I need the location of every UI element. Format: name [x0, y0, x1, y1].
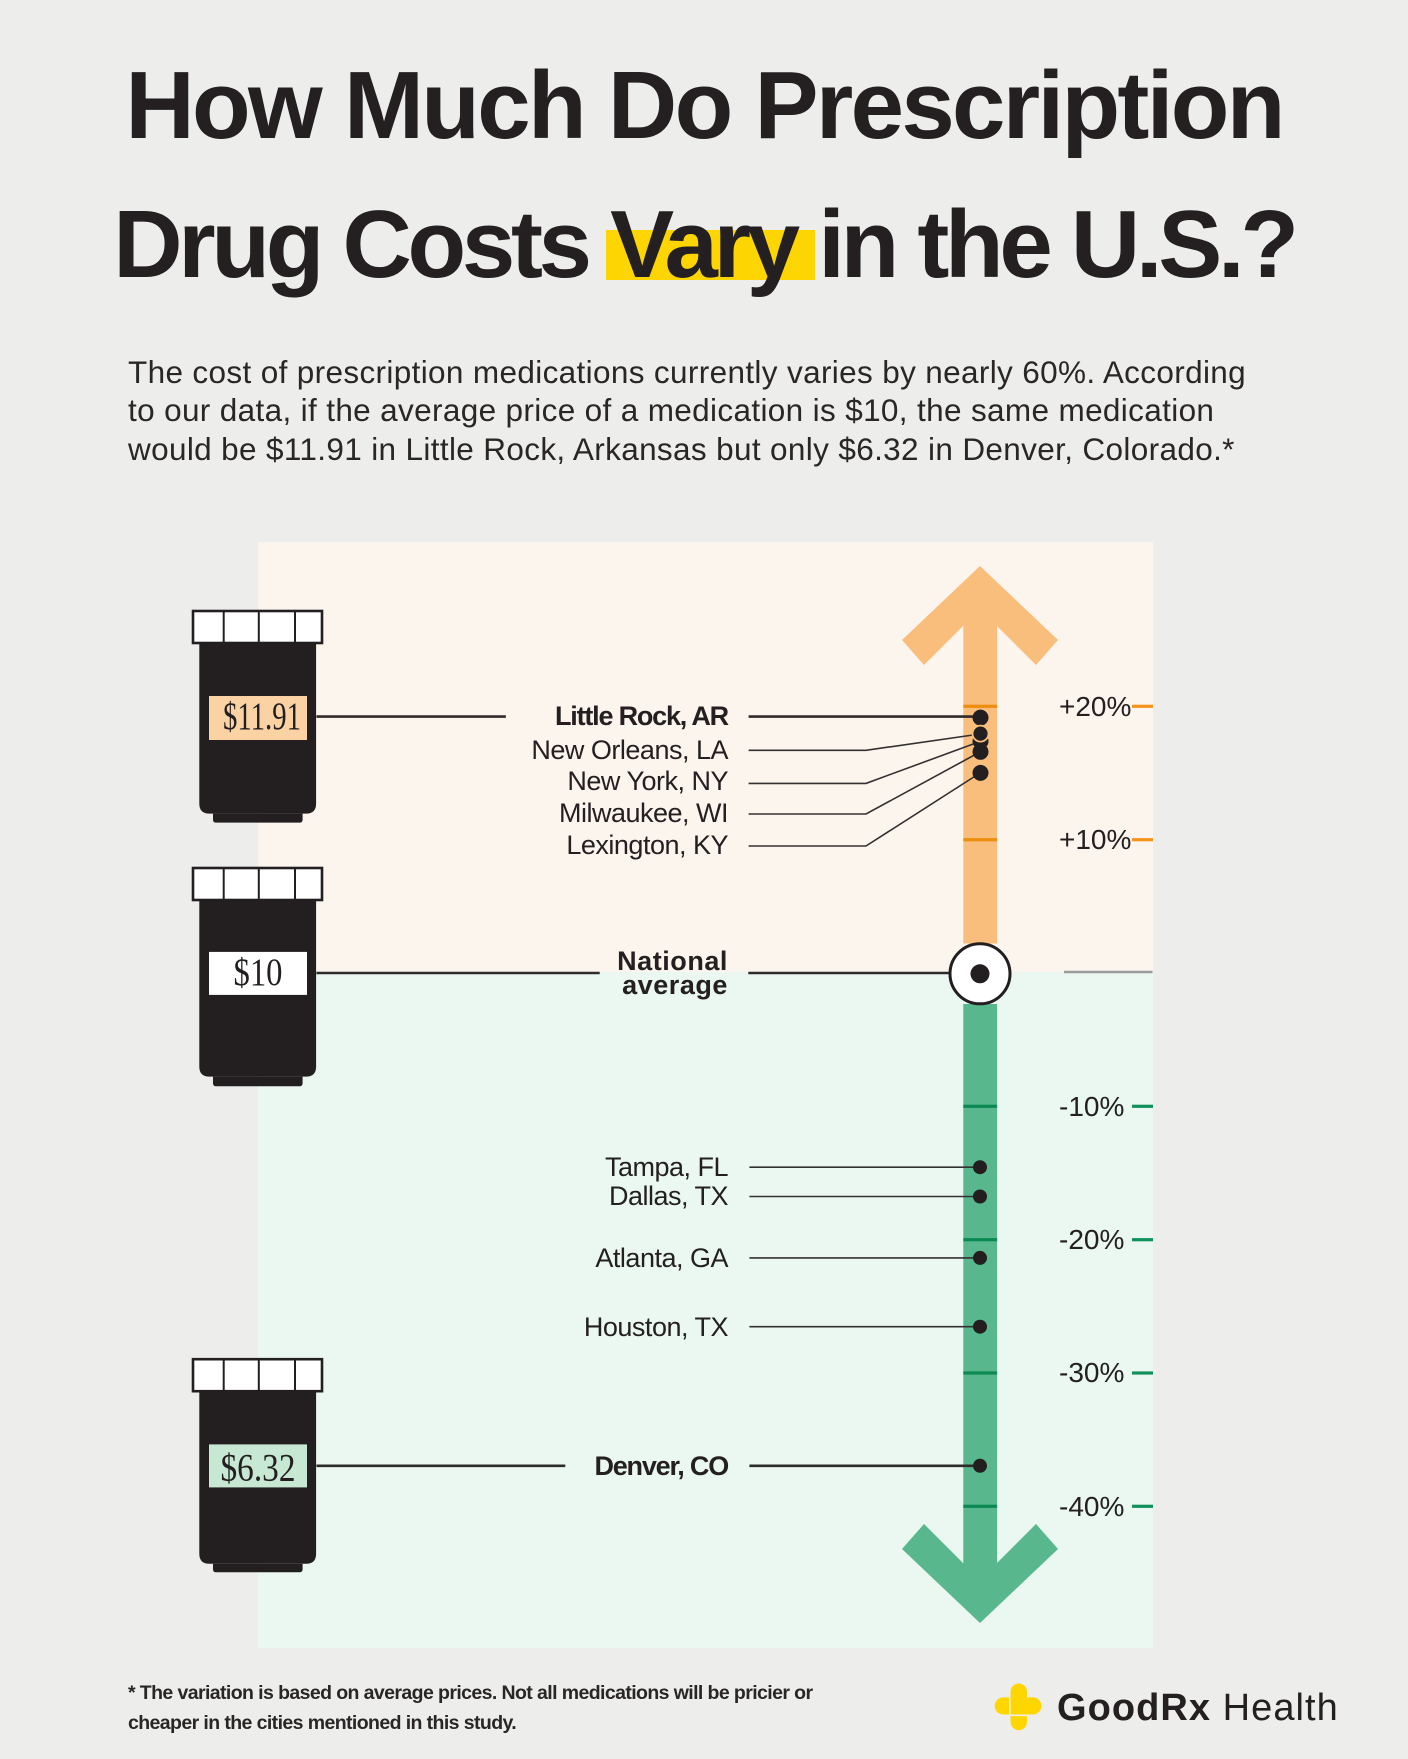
svg-text:$6.32: $6.32	[221, 1447, 296, 1490]
svg-text:$10: $10	[234, 951, 283, 994]
svg-text:$11.91: $11.91	[223, 695, 301, 738]
